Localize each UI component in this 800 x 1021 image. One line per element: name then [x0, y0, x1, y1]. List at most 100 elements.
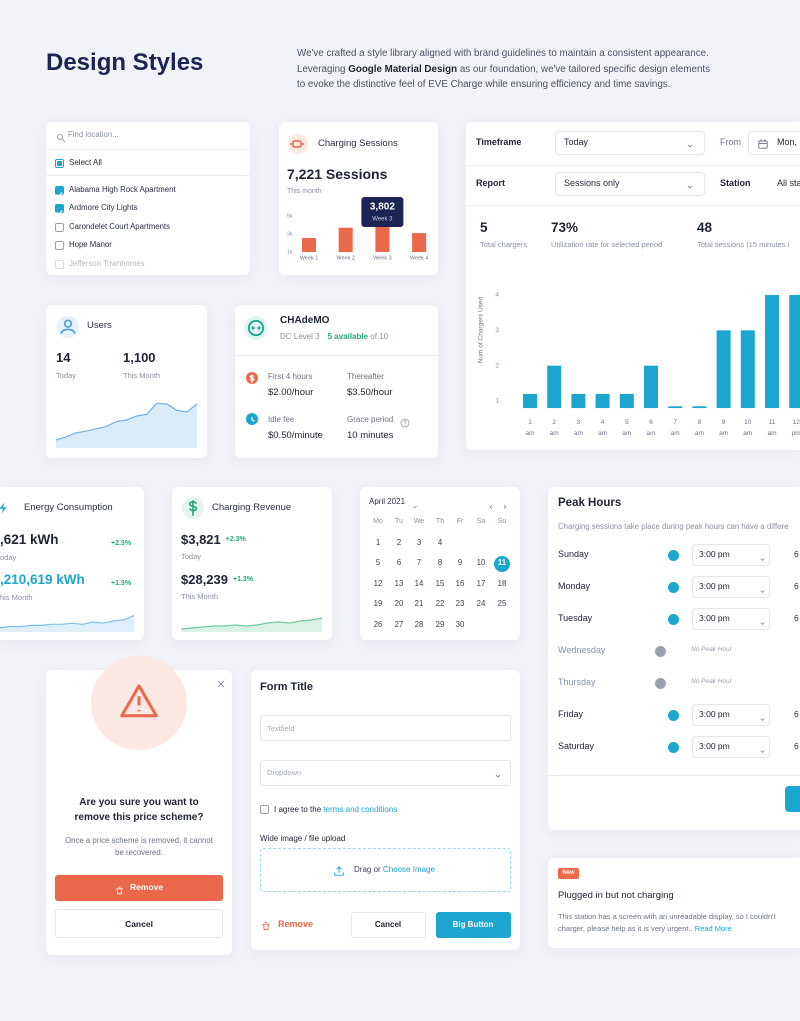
submit-button[interactable] [436, 912, 511, 938]
time-dropdown[interactable] [692, 576, 770, 598]
weekday: Tu [395, 518, 403, 526]
filter-label: Report [476, 178, 505, 189]
checkbox[interactable] [55, 241, 64, 250]
save-button[interactable] [785, 786, 800, 812]
dropdown[interactable] [555, 131, 705, 155]
close-icon [216, 676, 226, 688]
description: Charging sessions take place during peak… [558, 521, 789, 531]
divider [466, 165, 800, 166]
icon-part [247, 319, 265, 337]
icon-part [0, 502, 7, 514]
chevron [685, 138, 695, 148]
date-field[interactable] [748, 131, 800, 155]
day: 4 [437, 537, 443, 547]
text: charger, please help as it is very urgen… [558, 923, 693, 933]
checkbox[interactable] [55, 259, 64, 269]
card-title: Users [87, 319, 112, 331]
end-time: 6 [794, 613, 799, 624]
icon-part [403, 420, 407, 426]
chevron [758, 711, 767, 721]
chevron [758, 743, 767, 753]
icon-glyph [0, 502, 7, 514]
help-icon [400, 415, 410, 428]
card-title: Energy Consumption [24, 501, 113, 513]
day-name: Wednesday [558, 645, 606, 656]
agreement: I agree to the terms and conditions [274, 805, 397, 814]
weekday: Su [497, 518, 507, 526]
dropdown-value: Today [564, 137, 589, 148]
day: 11 [497, 558, 507, 568]
cancel-button[interactable] [55, 909, 223, 938]
revenue-icon [182, 497, 204, 519]
text: Drag or [354, 864, 381, 874]
icon-glyph [687, 144, 693, 148]
stat-change: +2.3% [111, 540, 132, 548]
time-dropdown[interactable] [692, 608, 770, 630]
dropdown[interactable] [555, 172, 705, 196]
day: 19 [373, 599, 383, 609]
checkbox[interactable] [260, 805, 269, 814]
divider [548, 775, 800, 776]
toggle[interactable] [667, 549, 679, 561]
stat-value: ,621 kWh [0, 531, 59, 547]
button-label: Cancel [374, 919, 402, 929]
stat-label: This Month [181, 591, 219, 601]
day: 1 [375, 537, 381, 547]
day-name: Saturday [558, 741, 595, 752]
weekday: We [413, 518, 425, 526]
check [56, 191, 63, 197]
toggle[interactable] [667, 581, 679, 593]
toggle[interactable] [654, 645, 666, 657]
card [548, 487, 800, 830]
cancel-button[interactable] [351, 912, 426, 938]
button-label: Remove [130, 882, 164, 893]
stat-label: This Month [123, 370, 161, 380]
fee-label: Idle fee [268, 414, 295, 424]
upload-label: Wide image / file upload [260, 833, 346, 843]
text: 5 available [327, 331, 369, 341]
icon-part [57, 134, 63, 140]
time-dropdown[interactable] [692, 736, 770, 758]
checkbox[interactable] [55, 204, 64, 216]
dialog-title: remove this price scheme? [74, 811, 204, 823]
divider [46, 149, 250, 150]
upload-zone[interactable] [260, 848, 511, 892]
filter-label: From [720, 137, 741, 148]
icon-part [334, 866, 344, 876]
card [251, 670, 520, 950]
toggle[interactable] [667, 741, 679, 753]
toggle[interactable] [667, 709, 679, 721]
icon-glyph [489, 505, 493, 509]
text: Choose Image [382, 864, 435, 874]
checkbox[interactable] [55, 185, 64, 197]
icon-part [251, 326, 255, 330]
toggle[interactable] [667, 613, 679, 625]
checkbox[interactable] [55, 222, 64, 232]
day: 6 [396, 558, 402, 568]
day: 15 [435, 578, 445, 588]
remove-button[interactable] [55, 875, 223, 901]
stat-label: Utilization rate for selected period [551, 239, 663, 249]
time-dropdown[interactable] [692, 704, 770, 726]
stat-label: his Month [0, 592, 33, 602]
day: 25 [497, 599, 507, 609]
icon-part [249, 374, 255, 384]
icon-glyph [759, 621, 765, 625]
start-time: 3:00 pm [699, 581, 730, 592]
icon-glyph [503, 505, 507, 509]
time-dropdown[interactable] [692, 544, 770, 566]
textfield[interactable] [260, 715, 511, 741]
description: to evoke the distinctive feel of EVE Cha… [297, 78, 671, 90]
fee-label: Thereafter [347, 371, 384, 381]
stat-change: +1.3% [111, 580, 132, 588]
card [46, 122, 250, 275]
dropdown-value: All sta [777, 178, 800, 189]
start-time: 3:00 pm [699, 613, 730, 624]
toggle[interactable] [654, 677, 666, 689]
text: Google Material Design [348, 63, 458, 75]
dropdown[interactable] [260, 760, 511, 786]
icon-part [292, 140, 302, 148]
description: We've crafted a style library aligned wi… [297, 47, 709, 59]
selected-day [494, 555, 510, 572]
icon-part [503, 505, 507, 509]
